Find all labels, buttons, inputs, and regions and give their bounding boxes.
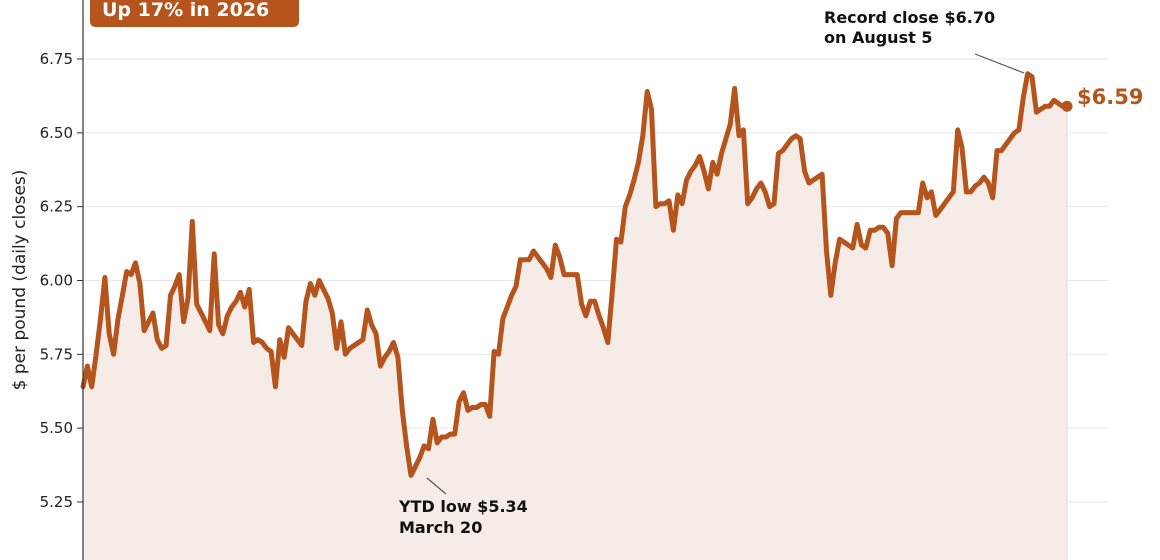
y-tick-label: 6.00	[40, 272, 73, 290]
y-tick-label: 6.75	[40, 50, 73, 68]
y-axis-label: $ per pound (daily closes)	[10, 170, 30, 391]
y-tick-label: 6.50	[40, 124, 73, 142]
area-fill	[83, 73, 1067, 560]
y-tick-labels: 5.25 5.50 5.75 6.00 6.25 6.50 6.75	[40, 50, 83, 511]
record-close-date: on August 5	[824, 28, 932, 47]
badge-background	[90, 0, 299, 27]
last-close-dot	[1061, 100, 1073, 112]
record-close-annotation: Record close $6.70 on August 5	[824, 8, 1025, 74]
ytd-low-date: March 20	[399, 518, 482, 537]
badge-text: Up 17% in 2026	[102, 0, 269, 21]
ytd-low-label: YTD low $5.34	[398, 497, 528, 516]
y-tick-label: 5.25	[40, 493, 73, 511]
y-tick-label: 6.25	[40, 198, 73, 216]
price-line	[80, 71, 1070, 478]
ytd-low-annotation: YTD low $5.34 March 20	[398, 477, 528, 537]
y-tick-label: 5.75	[40, 345, 73, 363]
badge: Up 17% in 2026	[90, 0, 299, 27]
last-close-label: $6.59	[1077, 85, 1143, 109]
record-close-label: Record close $6.70	[824, 8, 995, 27]
ytd-low-leader-line	[426, 477, 447, 495]
y-tick-label: 5.50	[40, 419, 73, 437]
record-close-leader-line	[974, 53, 1025, 74]
